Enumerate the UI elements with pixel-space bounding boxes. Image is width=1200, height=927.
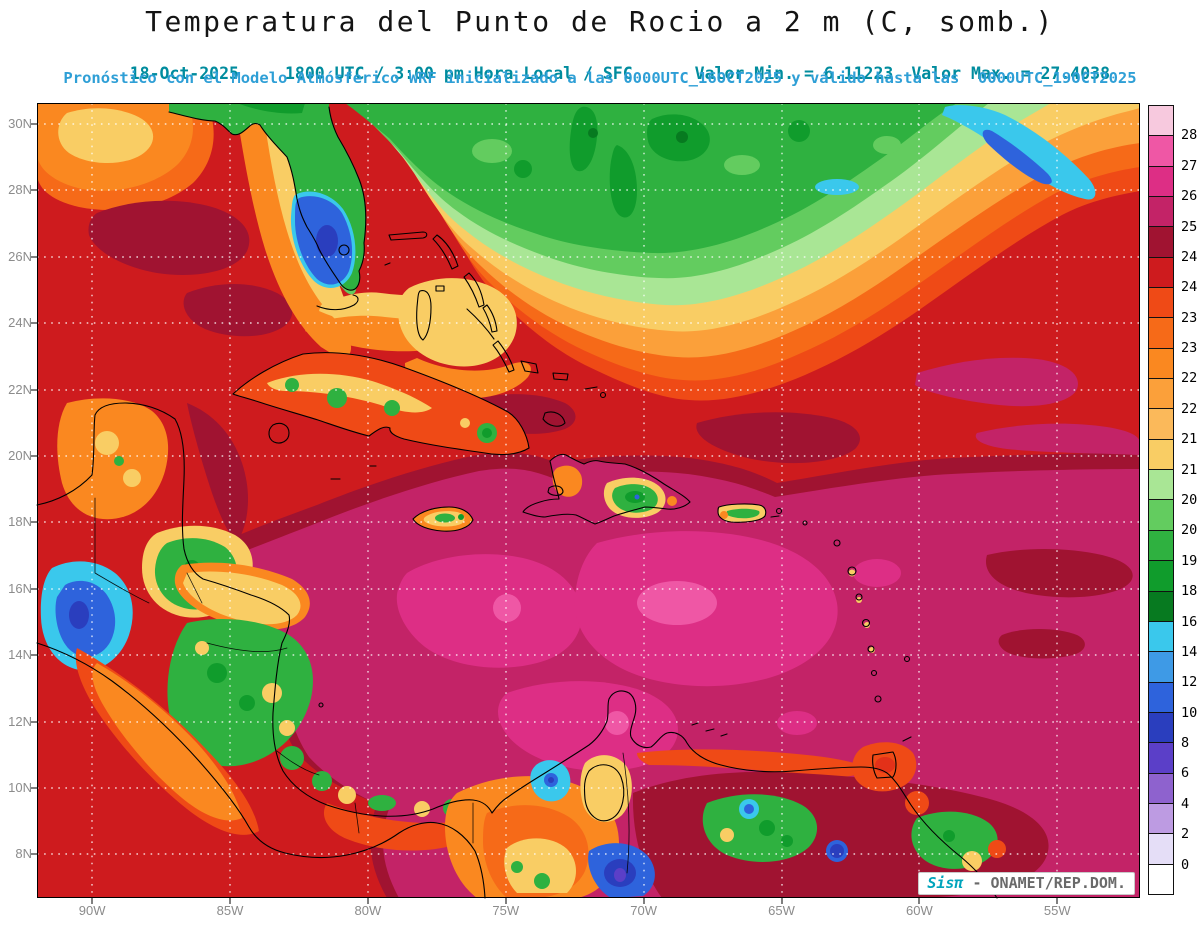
colorbar-tick-label: 24.5 <box>1181 248 1200 265</box>
colorbar-tick-label: 22.5 <box>1181 370 1200 387</box>
map-canvas <box>31 103 1140 904</box>
lat-axis-label: 24N <box>8 315 32 331</box>
colorbar-cell <box>1149 257 1173 289</box>
page-title: Temperatura del Punto de Rocio a 2 m (C,… <box>145 5 1055 38</box>
colorbar-cell <box>1149 864 1173 894</box>
lat-axis-label: 12N <box>8 713 32 729</box>
colorbar-cell <box>1149 652 1173 683</box>
colorbar-tick-label: 23.5 <box>1181 309 1200 326</box>
colorbar-cell <box>1149 621 1173 653</box>
colorbar-tick-label: 0 <box>1181 856 1190 873</box>
colorbar-tick-label: 4 <box>1181 795 1190 812</box>
valid-time-line: 18-Oct-2025 1800 UTC / 3:00 pm Hora Local… <box>0 45 1200 102</box>
lon-axis-label: 80W <box>354 903 382 918</box>
colorbar-cell <box>1149 591 1173 622</box>
colorbar-cell <box>1149 379 1173 410</box>
colorbar-cell <box>1149 773 1173 804</box>
colorbar-cell <box>1149 106 1173 137</box>
colorbar-cell <box>1149 561 1173 592</box>
colorbar-tick-label: 6 <box>1181 765 1190 782</box>
lon-axis-label: 70W <box>630 903 657 918</box>
colorbar-tick-label: 24 <box>1181 279 1198 296</box>
lat-axis-label: 16N <box>8 580 32 596</box>
colorbar-cell <box>1149 318 1173 349</box>
colorbar-tick-label: 19 <box>1181 552 1198 569</box>
lon-axis-label: 55W <box>1043 903 1071 918</box>
colorbar-tick-label: 21.5 <box>1181 431 1200 448</box>
lon-axis-label: 75W <box>492 903 520 918</box>
lat-axis-label: 20N <box>8 447 32 463</box>
lat-axis-label: 10N <box>8 779 32 795</box>
colorbar-cell <box>1149 409 1173 440</box>
colorbar-tick-label: 28 <box>1181 127 1198 144</box>
colorbar-cell <box>1149 803 1173 835</box>
colorbar-tick-label: 26 <box>1181 188 1198 205</box>
map-area: Sisπ - ONAMET/REP.DOM. <box>31 103 1140 904</box>
colorbar-cell <box>1149 197 1173 228</box>
colorbar-cell <box>1149 712 1173 744</box>
value-min: Valor Min. = 6.11223 <box>694 64 894 83</box>
map-border <box>37 103 1140 898</box>
colorbar-tick-label: 12 <box>1181 674 1198 691</box>
value-max: Valor Max. = 27.4038 <box>911 64 1111 83</box>
colorbar-tick-label: 21 <box>1181 461 1198 478</box>
lon-axis-label: 90W <box>78 903 106 918</box>
colorbar-cell <box>1149 348 1173 380</box>
valid-date: 18-Oct-2025 <box>129 64 239 83</box>
lat-axis-label: 28N <box>8 182 32 198</box>
colorbar-cell <box>1149 500 1173 531</box>
watermark-org: - ONAMET/REP.DOM. <box>963 874 1126 892</box>
colorbar-tick-label: 10 <box>1181 704 1198 721</box>
coastlines <box>36 106 998 899</box>
colorbar-tick-label: 20 <box>1181 522 1198 539</box>
colorbar-tick-label: 14 <box>1181 643 1198 660</box>
colorbar <box>1148 105 1174 895</box>
lon-axis-label: 60W <box>906 903 933 918</box>
valid-hour: 1800 UTC / 3:00 pm Hora Local / SFC <box>284 64 633 83</box>
colorbar-cell <box>1149 288 1173 319</box>
lat-axis-label: 18N <box>8 514 32 530</box>
colorbar-tick-label: 20.5 <box>1181 492 1200 508</box>
colorbar-cell <box>1149 439 1173 471</box>
colorbar-tick-label: 16 <box>1181 613 1198 630</box>
colorbar-cell <box>1149 682 1173 713</box>
lat-axis-label: 8N <box>15 846 32 862</box>
watermark-badge: Sisπ - ONAMET/REP.DOM. <box>918 872 1135 895</box>
colorbar-cell <box>1149 743 1173 774</box>
lat-axis-label: 30N <box>8 115 32 131</box>
lat-axis-label: 26N <box>8 248 32 264</box>
dewpoint-field <box>37 103 1140 898</box>
colorbar-tick-label: 22 <box>1181 400 1198 417</box>
lon-axis-label: 85W <box>216 903 244 918</box>
colorbar-tick-label: 8 <box>1181 735 1190 752</box>
forecast-info-line: Pronóstico con el Modelo Atmósferico WRF… <box>63 69 1137 87</box>
colorbar-tick-label: 27 <box>1181 157 1198 174</box>
lat-axis-label: 14N <box>8 647 32 663</box>
colorbar-tick-label: 23 <box>1181 340 1198 357</box>
axis-ticks <box>31 123 1058 904</box>
colorbar-cell <box>1149 136 1173 167</box>
lon-axis-label: 65W <box>768 903 795 918</box>
colorbar-cell <box>1149 227 1173 258</box>
colorbar-tick-label: 18 <box>1181 583 1198 600</box>
colorbar-cell <box>1149 166 1173 198</box>
colorbar-cell <box>1149 470 1173 501</box>
watermark-brand: Sisπ <box>927 874 964 892</box>
lat-axis-label: 22N <box>8 381 32 397</box>
colorbar-tick-label: 2 <box>1181 826 1190 843</box>
colorbar-tick-label: 25 <box>1181 218 1198 235</box>
colorbar-cell <box>1149 834 1173 865</box>
colorbar-cell <box>1149 530 1173 562</box>
